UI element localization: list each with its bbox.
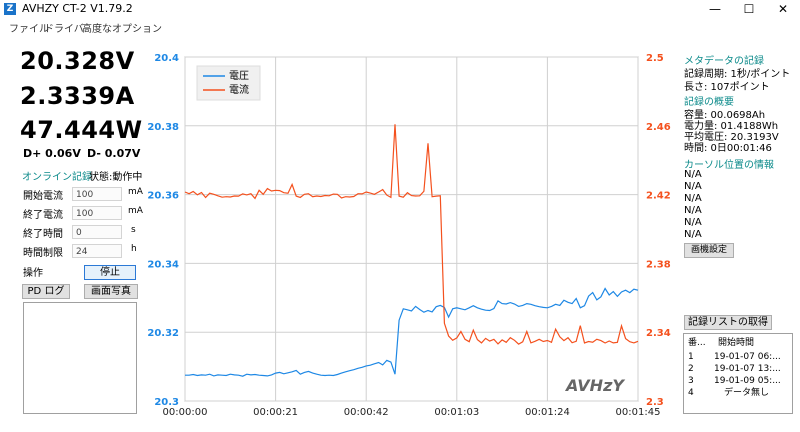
end-time-input[interactable]: 0 xyxy=(72,225,122,239)
y-left-tick-label: 20.32 xyxy=(147,328,179,339)
record-list-header: 番... 開始時間 xyxy=(684,338,792,349)
dplus-readout: D+ 0.06V xyxy=(23,147,81,160)
record-interval: 記録周期: 1秒/ポイント xyxy=(684,69,791,80)
cursor-value: N/A xyxy=(684,181,702,192)
end-time-label: 終了時間 xyxy=(23,229,63,240)
metadata-title: メタデータの記録 xyxy=(684,56,764,67)
maximize-button[interactable]: ☐ xyxy=(743,2,755,16)
y-left-tick-label: 20.38 xyxy=(147,122,179,133)
cursor-value: N/A xyxy=(684,205,702,216)
pd-log-box[interactable] xyxy=(23,302,137,414)
menu-driver[interactable]: ドライバ xyxy=(44,24,84,35)
end-time-unit: s xyxy=(131,225,136,235)
legend-box xyxy=(196,65,261,101)
cursor-value: N/A xyxy=(684,193,702,204)
screen-settings-button[interactable]: 画機設定 xyxy=(684,243,734,258)
summary-avg-voltage: 平均電圧: 20.3193V xyxy=(684,132,779,143)
menu-advanced-options[interactable]: 高度なオプション xyxy=(82,24,162,35)
window-title: AVHZY CT-2 V1.79.2 xyxy=(22,2,133,15)
start-current-label: 開始電流 xyxy=(23,191,63,202)
record-row[interactable]: 3 19-01-09 05:... xyxy=(684,376,792,387)
end-current-input[interactable]: 100 xyxy=(72,206,122,220)
y-right-tick-label: 2.42 xyxy=(646,191,671,202)
stop-button[interactable]: 停止 xyxy=(84,265,136,280)
y-right-tick-label: 2.3 xyxy=(646,397,664,408)
operation-label: 操作 xyxy=(23,268,43,279)
x-tick-label: 00:01:03 xyxy=(434,407,479,418)
record-start-time: 19-01-09 05:... xyxy=(714,376,781,386)
current-readout: 2.3339A xyxy=(20,82,135,110)
voltage-line xyxy=(185,287,639,377)
x-tick-label: 00:01:45 xyxy=(616,407,661,418)
y-right-tick-label: 2.46 xyxy=(646,122,671,133)
summary-energy: 電力量: 01.4188Wh xyxy=(684,121,779,132)
start-current-unit: mA xyxy=(128,187,143,197)
header-start-time[interactable]: 開始時間 xyxy=(718,338,755,348)
record-length: 長さ: 107ポイント xyxy=(684,82,770,93)
legend-label-current: 電流 xyxy=(229,83,249,96)
power-readout: 47.444W xyxy=(20,116,143,144)
y-right-tick-label: 2.38 xyxy=(646,259,671,270)
voltage-readout: 20.328V xyxy=(20,47,135,75)
plot-border xyxy=(184,56,639,402)
record-number: 2 xyxy=(688,364,694,374)
summary-time: 時間: 0日00:01:46 xyxy=(684,143,772,154)
record-number: 4 xyxy=(688,388,694,398)
cursor-value: N/A xyxy=(684,169,702,180)
cursor-info-title: カーソル位置の情報 xyxy=(684,160,774,171)
y-left-tick-label: 20.36 xyxy=(147,191,179,202)
dminus-readout: D- 0.07V xyxy=(87,147,141,160)
x-tick-label: 00:00:42 xyxy=(344,407,389,418)
cursor-value: N/A xyxy=(684,217,702,228)
chart-ticks: 20.4 2.5 20.38 2.46 20.36 2.42 20.34 2.38 20.32 2… xyxy=(147,53,670,418)
x-tick-label: 00:00:21 xyxy=(253,407,298,418)
record-number: 1 xyxy=(688,352,694,362)
record-number: 3 xyxy=(688,376,694,386)
pd-log-button[interactable]: PD ログ xyxy=(22,284,70,299)
summary-capacity: 容量: 00.0698Ah xyxy=(684,110,766,121)
y-left-tick-label: 20.34 xyxy=(147,259,179,270)
time-limit-unit: h xyxy=(131,244,137,254)
x-tick-label: 00:00:00 xyxy=(163,407,208,418)
chart-legend: 電圧 電流 xyxy=(196,65,261,101)
current-line xyxy=(184,124,639,345)
online-record-label: オンライン記録 xyxy=(22,172,92,183)
time-limit-label: 時間制限 xyxy=(23,248,63,259)
y-right-tick-label: 2.5 xyxy=(646,53,664,64)
y-left-tick-label: 20.3 xyxy=(154,397,179,408)
record-start-time: データ無し xyxy=(724,388,770,398)
close-button[interactable]: ✕ xyxy=(777,2,789,16)
y-left-tick-label: 20.4 xyxy=(154,53,179,64)
minimize-button[interactable]: — xyxy=(709,2,721,16)
header-number[interactable]: 番... xyxy=(688,338,706,348)
screenshot-button[interactable]: 画面写真 xyxy=(84,284,138,299)
record-start-time: 19-01-07 13:... xyxy=(714,364,781,374)
cursor-value: N/A xyxy=(684,229,702,240)
time-limit-input[interactable]: 24 xyxy=(72,244,122,258)
x-tick-label: 00:01:24 xyxy=(525,407,570,418)
record-row[interactable]: 4 データ無し xyxy=(684,388,792,399)
record-start-time: 19-01-07 06:... xyxy=(714,352,781,362)
legend-label-voltage: 電圧 xyxy=(229,70,249,82)
record-list[interactable]: 番... 開始時間 1 19-01-07 06:... 2 19-01-07 1… xyxy=(683,333,793,414)
y-right-tick-label: 2.34 xyxy=(646,328,671,339)
summary-title: 記録の概要 xyxy=(684,97,734,108)
chart-grid xyxy=(184,56,639,402)
chart-watermark: AVHzY xyxy=(564,376,625,395)
start-current-input[interactable]: 100 xyxy=(72,187,122,201)
fetch-records-button[interactable]: 記録リストの取得 xyxy=(684,315,772,330)
record-row[interactable]: 1 19-01-07 06:... xyxy=(684,352,792,363)
app-icon: Z xyxy=(4,3,16,15)
status-label: 状態:動作中 xyxy=(89,172,143,183)
chart-series xyxy=(184,124,639,377)
record-row[interactable]: 2 19-01-07 13:... xyxy=(684,364,792,375)
end-current-label: 終了電流 xyxy=(23,210,63,221)
end-current-unit: mA xyxy=(128,206,143,216)
title-bar xyxy=(0,0,800,18)
menu-file[interactable]: ファイル xyxy=(9,24,49,35)
